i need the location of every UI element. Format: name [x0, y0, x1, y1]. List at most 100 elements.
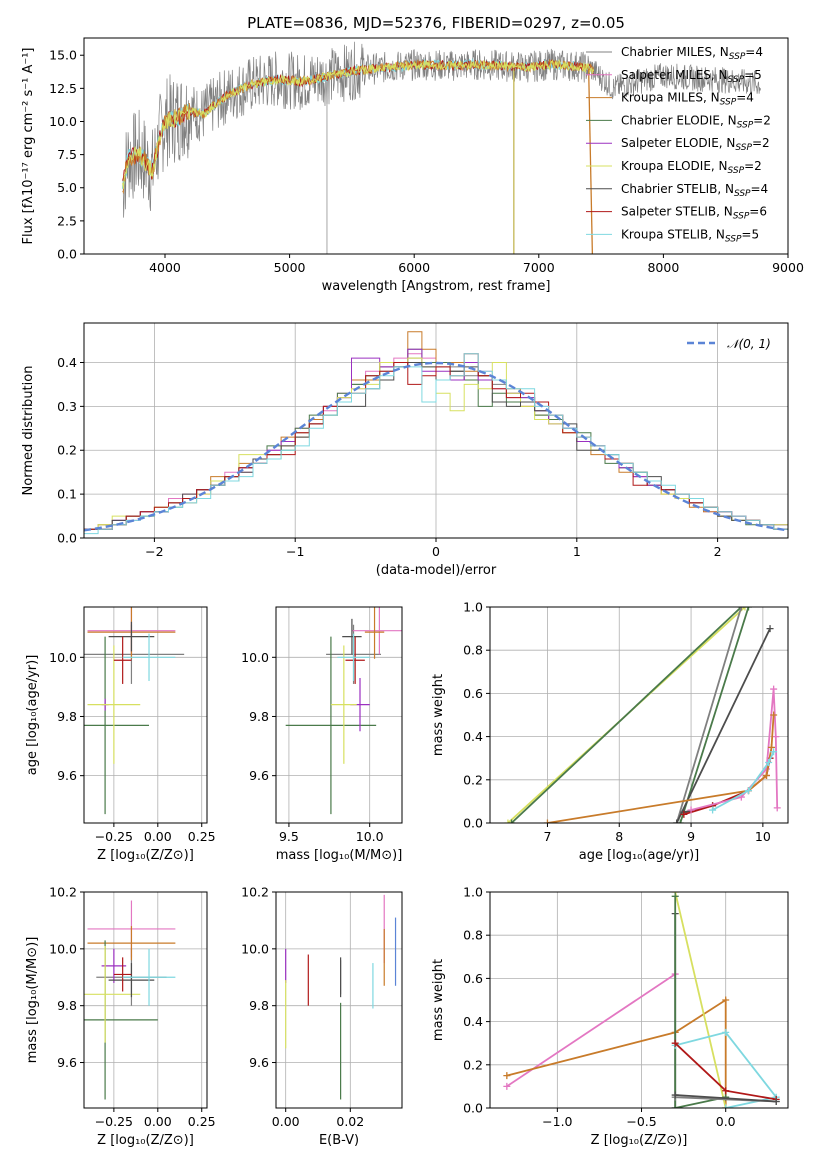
- y-tick-label: 9.6: [57, 1055, 77, 1070]
- weight-marker: [722, 1087, 730, 1095]
- weight-line: [675, 607, 743, 823]
- weight-marker: [676, 819, 684, 823]
- y-tick-label: 0.0: [57, 531, 77, 546]
- weight-marker: [722, 1028, 730, 1036]
- x-tick-label: 8: [615, 829, 623, 844]
- x-axis-label: wavelength [Angstrom, rest frame]: [322, 279, 551, 294]
- weight-line-group: [503, 892, 780, 1108]
- y-tick-label: 0.8: [463, 928, 483, 943]
- legend-label-suffix: =2: [744, 159, 762, 173]
- weight-marker: [766, 625, 774, 633]
- y-tick-label: 10.0: [49, 650, 77, 665]
- y-axis-label: Flux [fλ10⁻¹⁷ erg cm⁻² s⁻¹ A⁻¹]: [21, 48, 36, 245]
- legend-label-main: Kroupa MILES, N: [621, 91, 720, 105]
- x-axis-label: Z [log₁₀(Z/Z⊙)]: [97, 1133, 194, 1148]
- legend-label-main: Chabrier MILES, N: [621, 45, 729, 59]
- y-axis-label: age [log₁₀(age/yr)]: [25, 655, 40, 776]
- weight-line: [510, 607, 742, 823]
- legend-label: Salpeter STELIB, NSSP=6: [621, 205, 767, 222]
- histogram-series: [84, 353, 788, 535]
- y-tick-label: 0.6: [463, 686, 483, 701]
- x-tick-label: 0.0: [716, 1114, 736, 1129]
- x-tick-label: 0.00: [144, 829, 172, 844]
- legend-label-suffix: =2: [752, 136, 770, 150]
- spectrum-dropoff: [587, 68, 594, 254]
- x-tick-label: 10: [755, 829, 771, 844]
- y-tick-label: 0.2: [57, 443, 77, 458]
- plot-frame: [489, 891, 789, 1109]
- y-tick-label: 5.0: [57, 180, 77, 195]
- y-tick-label: 0.3: [57, 399, 77, 414]
- spectrum-group: [121, 41, 761, 254]
- weight-line: [675, 1094, 777, 1103]
- weight-marker: [673, 819, 681, 823]
- y-tick-label: 0.0: [463, 816, 483, 831]
- y-axis-label: mass [log₁₀(M/M⊙)]: [25, 937, 40, 1064]
- legend-label: Kroupa STELIB, NSSP=5: [621, 227, 759, 244]
- weight-marker: [772, 1098, 780, 1106]
- weight-marker: [680, 810, 688, 818]
- y-tick-label: 10.0: [241, 941, 269, 956]
- x-tick-label: 7000: [523, 260, 555, 275]
- weight-marker: [737, 607, 745, 611]
- x-axis-label: E(B-V): [319, 1133, 359, 1148]
- legend-label-sub: SSP: [725, 234, 742, 244]
- x-tick-label: 5000: [274, 260, 306, 275]
- legend-label: Salpeter MILES, NSSP=5: [621, 68, 762, 85]
- errorbar-group: [285, 894, 397, 1100]
- errorbar-group: [285, 607, 402, 815]
- legend-label: Chabrier MILES, NSSP=4: [621, 45, 763, 62]
- x-axis-label: Z [log₁₀(Z/Z⊙)]: [97, 848, 194, 863]
- weight-marker: [504, 819, 512, 823]
- legend-label-suffix: =5: [741, 227, 759, 241]
- weight-line: [683, 758, 771, 816]
- weight-marker: [671, 892, 679, 900]
- errorbar-group: [84, 900, 176, 1100]
- x-tick-label: 9000: [772, 260, 804, 275]
- x-tick-label: 0.00: [144, 1114, 172, 1129]
- weight-marker: [745, 787, 753, 795]
- legend-label-main: Kroupa STELIB, N: [621, 227, 725, 241]
- legend-label-sub: SSP: [729, 52, 746, 62]
- y-tick-label: 10.2: [49, 885, 77, 900]
- weight-marker: [709, 806, 717, 814]
- y-tick-label: 12.5: [49, 81, 77, 96]
- legend-label-sub: SSP: [734, 189, 751, 199]
- legend-label-main: Chabrier STELIB, N: [621, 182, 734, 196]
- x-tick-label: 0.00: [272, 1114, 300, 1129]
- weight-marker: [765, 759, 773, 767]
- y-tick-label: 10.0: [49, 114, 77, 129]
- y-tick-label: 9.8: [249, 709, 269, 724]
- plot-frame: [83, 606, 208, 824]
- legend-label-main: Salpeter STELIB, N: [621, 205, 733, 219]
- legend-label-suffix: =4: [745, 45, 763, 59]
- plot-frame: [83, 891, 208, 1109]
- legend-label-suffix: =5: [744, 68, 762, 82]
- weight-marker: [722, 1104, 730, 1108]
- weight-line: [712, 751, 775, 811]
- x-tick-label: −0.5: [626, 1114, 656, 1129]
- y-tick-label: 1.0: [463, 600, 483, 615]
- legend-label-main: Kroupa ELODIE, N: [621, 159, 728, 173]
- x-tick-label: 0.02: [336, 1114, 364, 1129]
- weight-line: [675, 628, 771, 823]
- legend-label-sub: SSP: [733, 212, 750, 222]
- x-tick-label: −0.25: [95, 1114, 133, 1129]
- y-tick-label: 0.4: [57, 355, 77, 370]
- weight-marker: [503, 1082, 511, 1090]
- weight-marker: [503, 1072, 511, 1080]
- x-tick-label: 9.5: [279, 829, 299, 844]
- legend-label: Chabrier ELODIE, NSSP=2: [621, 113, 771, 130]
- x-axis-label: (data-model)/error: [376, 563, 497, 578]
- legend-label-suffix: =4: [751, 182, 769, 196]
- legend-label-main: Chabrier ELODIE, N: [621, 113, 737, 127]
- y-tick-label: 9.8: [57, 709, 77, 724]
- legend-label-sub: SSP: [737, 120, 754, 130]
- y-tick-label: 7.5: [57, 147, 77, 162]
- histogram-group: [84, 331, 788, 535]
- legend-label-main: Salpeter MILES, N: [621, 68, 728, 82]
- y-tick-label: 0.6: [463, 971, 483, 986]
- x-tick-label: −2: [145, 544, 163, 559]
- x-axis-label: age [log₁₀(age/yr)]: [579, 848, 700, 863]
- y-axis-label: Normed distribution: [21, 366, 36, 496]
